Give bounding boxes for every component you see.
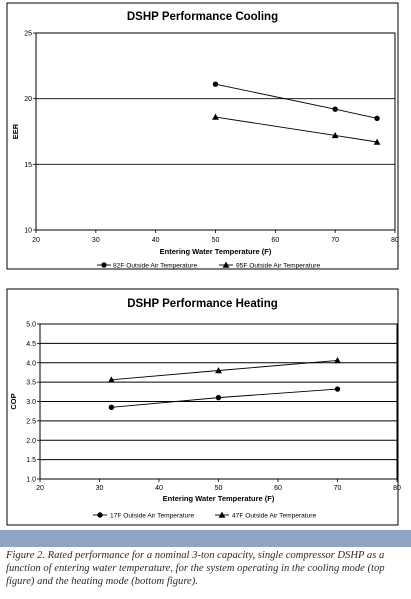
cooling-x-tick-label: 80 xyxy=(391,237,399,244)
cooling-y-tick-label: 25 xyxy=(24,31,32,38)
cooling-x-axis-label: Entering Water Temperature (F) xyxy=(160,247,272,256)
cooling-legend-label-95f-outside-air-temperature: 95F Outside Air Temperature xyxy=(236,262,321,269)
heating-y-tick-label: 4.0 xyxy=(26,360,36,367)
cooling-chart-title: DSHP Performance Cooling xyxy=(127,11,278,23)
heating-x-tick-label: 70 xyxy=(334,485,342,492)
heating-x-tick-label: 20 xyxy=(36,485,44,492)
cooling-legend-label-82f-outside-air-temperature: 82F Outside Air Temperature xyxy=(113,262,198,269)
heating-legend-label-47f-outside-air-temperature: 47F Outside Air Temperature xyxy=(232,512,317,519)
heating-x-tick-label: 40 xyxy=(155,485,163,492)
heating-series-17f-outside-air-temperature-point xyxy=(334,386,341,392)
cooling-legend-marker-95f-outside-air-temperature xyxy=(222,261,230,268)
cooling-x-tick-label: 20 xyxy=(32,237,40,244)
heating-y-tick-label: 5.0 xyxy=(26,322,36,329)
heating-x-tick-label: 50 xyxy=(215,485,223,492)
cooling-y-tick-label: 10 xyxy=(24,228,32,235)
cooling-plot-area xyxy=(35,32,396,231)
cooling-series-95f-outside-air-temperature-point xyxy=(331,132,339,139)
heating-y-tick-label: 1.5 xyxy=(26,457,36,464)
heating-chart-frame xyxy=(6,288,399,526)
heating-series-17f-outside-air-temperature-line xyxy=(111,388,338,408)
heating-y-tick-label: 3.0 xyxy=(26,399,36,406)
heating-series-17f-outside-air-temperature-point xyxy=(108,404,115,411)
heating-series-47f-outside-air-temperature-line xyxy=(111,359,338,381)
cooling-series-82f-outside-air-temperature-point xyxy=(332,106,338,112)
charts-svg: DSHP Performance Cooling 10 15 20 25 20 30 40 50… xyxy=(6,2,401,526)
cooling-series-82f-outside-air-temperature-point xyxy=(212,81,219,87)
heating-y-tick-label: 1.0 xyxy=(26,477,36,484)
cooling-series-82f-outside-air-temperature-line xyxy=(215,83,378,119)
figure-caption: Figure 2. Rated performance for a nomina… xyxy=(6,550,385,587)
cooling-chart-frame xyxy=(6,2,399,270)
heating-x-axis-label: Entering Water Temperature (F) xyxy=(163,494,275,503)
caption-band xyxy=(0,530,411,547)
cooling-series-95f-outside-air-temperature-line xyxy=(215,116,378,143)
heating-x-tick-label: 30 xyxy=(96,485,104,492)
heating-y-tick-label: 2.5 xyxy=(26,418,36,425)
cooling-x-tick-label: 40 xyxy=(152,237,160,244)
cooling-y-tick-label: 20 xyxy=(24,96,32,103)
cooling-series-95f-outside-air-temperature-point xyxy=(373,138,381,145)
cooling-series-95f-outside-air-temperature-point xyxy=(212,113,219,120)
cooling-x-tick-label: 30 xyxy=(92,237,100,244)
cooling-y-axis-label: EER xyxy=(11,123,20,139)
heating-x-tick-label: 60 xyxy=(274,485,282,492)
heating-series-47f-outside-air-temperature-point xyxy=(215,367,222,374)
cooling-y-tick-label: 15 xyxy=(24,162,32,169)
heating-chart-title: DSHP Performance Heating xyxy=(127,298,278,310)
cooling-legend-marker-82f-outside-air-temperature xyxy=(101,262,107,268)
heating-series-47f-outside-air-temperature-point xyxy=(108,376,115,383)
cooling-x-tick-label: 70 xyxy=(331,237,339,244)
heating-y-tick-label: 2.0 xyxy=(26,438,36,445)
heating-legend-label-17f-outside-air-temperature: 17F Outside Air Temperature xyxy=(110,512,195,519)
heating-x-tick-label: 80 xyxy=(393,485,401,492)
heating-legend-marker-47f-outside-air-temperature xyxy=(218,511,226,518)
cooling-x-tick-label: 50 xyxy=(212,237,220,244)
heating-series-17f-outside-air-temperature-point xyxy=(215,394,222,401)
cooling-series-82f-outside-air-temperature-point xyxy=(374,115,380,122)
heating-legend-marker-17f-outside-air-temperature xyxy=(97,512,103,518)
heating-y-axis-label: COP xyxy=(9,393,18,409)
cooling-x-tick-label: 60 xyxy=(271,237,279,244)
heating-y-tick-label: 4.5 xyxy=(26,341,36,348)
heating-series-47f-outside-air-temperature-point xyxy=(334,357,341,364)
heating-y-tick-label: 3.5 xyxy=(26,380,36,387)
